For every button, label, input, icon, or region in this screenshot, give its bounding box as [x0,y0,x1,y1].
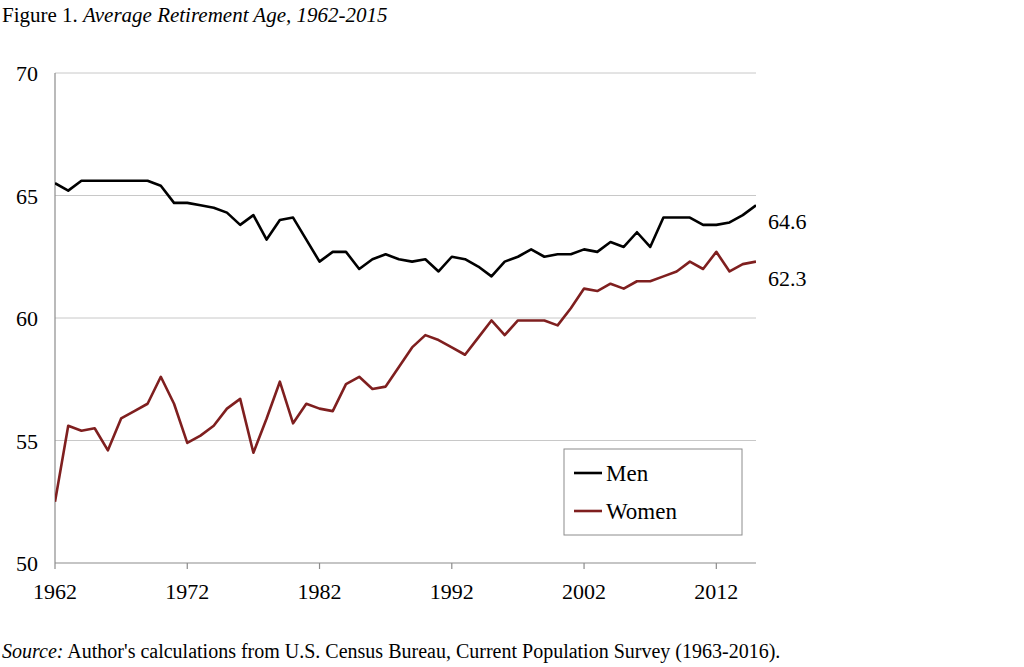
x-axis [55,562,756,563]
title-part: Average Retirement Age, 1962-2015 [81,3,387,27]
y-tick-label: 50 [16,551,38,576]
grid-line [55,73,756,74]
y-tick-label: 55 [16,429,38,454]
source-part: Author's calculations from U.S. Census B… [63,640,780,663]
legend-swatch [574,510,602,513]
x-tick-label: 1992 [430,579,474,604]
x-tick-label: 2002 [562,579,606,604]
x-tick-label: 2012 [694,579,738,604]
grid-line [55,318,756,319]
end-label: 64.6 [768,209,807,234]
x-tick [583,563,584,569]
legend-swatch [574,472,602,475]
legend-label: Women [606,499,677,524]
x-tick-label: 1962 [33,579,77,604]
source-part: Source: [2,640,63,662]
x-tick [187,563,188,569]
title-part: Figure 1. [2,3,83,27]
x-tick [451,563,452,569]
grid-line [55,195,756,196]
series-line [55,181,756,277]
x-tick [54,563,55,569]
y-axis [54,73,55,563]
chart: Figure 1. Average Retirement Age, 1962-2… [0,0,1024,667]
x-tick [716,563,717,569]
grid-line [55,440,756,441]
x-tick [319,563,320,569]
end-label: 62.3 [768,266,807,291]
legend-box [564,449,742,535]
y-tick-label: 70 [16,61,38,86]
y-tick-label: 60 [16,306,38,331]
source: Source: Author's calculations from U.S. … [2,640,780,663]
title: Figure 1. Average Retirement Age, 1962-2… [2,3,388,27]
x-tick-label: 1982 [298,579,342,604]
legend-label: Men [606,461,649,486]
x-tick-label: 1972 [165,579,209,604]
y-tick-label: 65 [16,184,38,209]
